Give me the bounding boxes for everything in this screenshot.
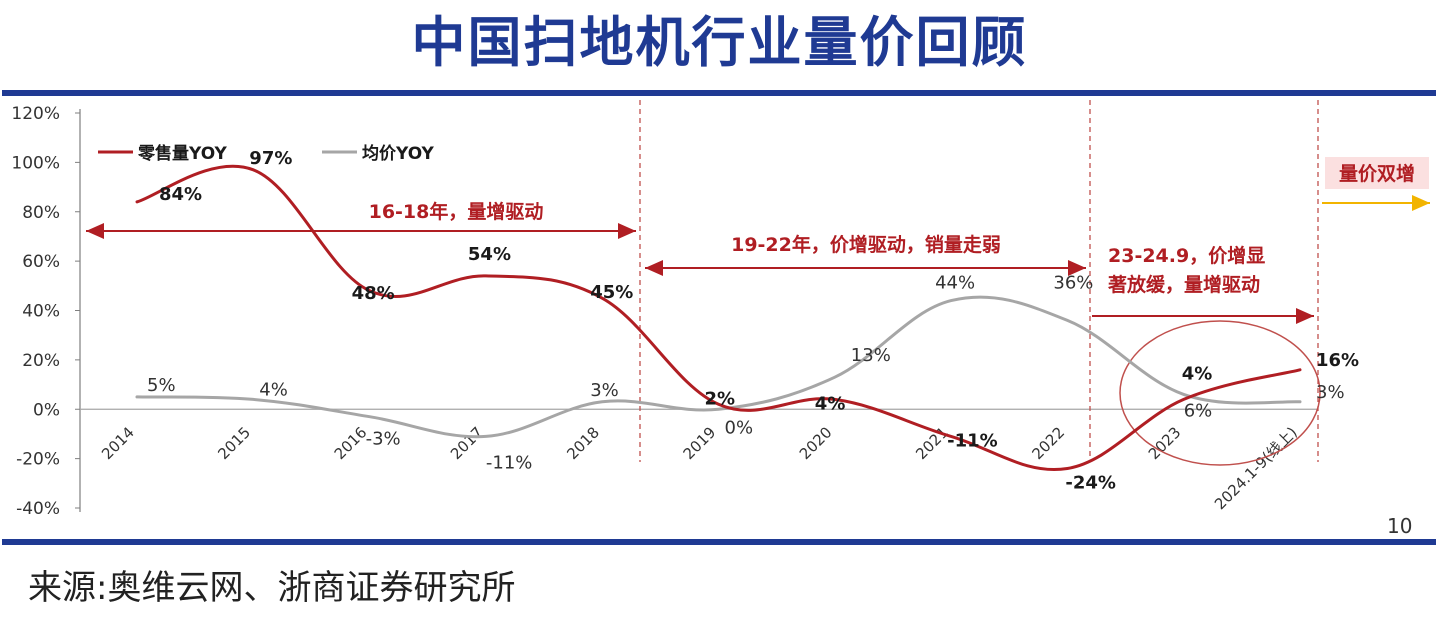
- y-tick-label: 20%: [22, 351, 60, 371]
- x-tick-label: 2017: [447, 423, 487, 463]
- avg-price-data-label: 44%: [935, 273, 975, 294]
- y-tick-label: 0%: [33, 400, 60, 420]
- retail-volume-data-label: 4%: [815, 393, 846, 414]
- avg-price-data-label: 36%: [1053, 272, 1093, 293]
- avg-price-data-label: 0%: [725, 417, 754, 438]
- retail-volume-data-label: 48%: [352, 283, 395, 304]
- avg-price-data-label: 5%: [147, 375, 176, 396]
- avg-price-data-label: -3%: [366, 429, 401, 450]
- y-tick-label: -20%: [16, 450, 60, 470]
- chart: 120% 100% 80% 60% 40% 20% 0% -20% -40% 2014 2015 20…: [11, 100, 1430, 519]
- data-labels: 84% 97% 48% 54% 45% 2% 4% -11% -24% 4% 16% 5% 4% -3% -…: [147, 148, 1359, 494]
- x-tick-label: 2023: [1145, 423, 1185, 463]
- series-lines: [135, 164, 1302, 472]
- y-tick-label: -40%: [16, 499, 60, 519]
- source-note: 来源:奥维云网、浙商证券研究所: [28, 568, 516, 608]
- series-retail-volume-line: [135, 164, 1302, 472]
- x-tick-label: 2014: [98, 423, 138, 463]
- x-tick-label: 2018: [563, 423, 603, 463]
- y-tick-label: 80%: [22, 203, 60, 223]
- page-title: 中国扫地机行业量价回顾: [411, 11, 1028, 74]
- avg-price-data-label: 3%: [1316, 382, 1345, 403]
- y-tick-label: 40%: [22, 302, 60, 322]
- x-tick-label: 2024.1-9(线上): [1211, 423, 1301, 513]
- avg-price-data-label: 4%: [259, 379, 288, 400]
- y-tick-label: 120%: [11, 104, 60, 124]
- x-tick-label: 2016: [331, 423, 371, 463]
- avg-price-data-label: 3%: [590, 380, 619, 401]
- retail-volume-data-label: 4%: [1182, 363, 1213, 384]
- footer-divider: [2, 539, 1436, 545]
- legend: 零售量YOY 均价YOY: [98, 143, 435, 164]
- retail-volume-data-label: 16%: [1316, 350, 1359, 371]
- phase4-tag-background: [1325, 157, 1429, 189]
- x-tick-label: 2020: [796, 423, 836, 463]
- phase2-label: 19-22年，价增驱动，销量走弱: [731, 233, 1001, 256]
- page-number: 10: [1387, 514, 1413, 538]
- x-tick-label: 2015: [214, 423, 254, 463]
- phase-annotations: 16-18年，量增驱动 19-22年，价增驱动，销量走弱 23-24.9，价增显著放…: [86, 100, 1430, 466]
- retail-volume-data-label: 97%: [249, 148, 292, 169]
- x-tick-label: 2022: [1028, 423, 1068, 463]
- title-divider: [2, 90, 1436, 96]
- y-tick-label: 60%: [22, 252, 60, 272]
- legend-label-retail-volume: 零售量YOY: [137, 143, 228, 164]
- avg-price-data-label: -11%: [486, 452, 533, 473]
- retail-volume-data-label: -11%: [947, 430, 998, 451]
- retail-volume-data-label: -24%: [1065, 473, 1116, 494]
- retail-volume-data-label: 45%: [590, 282, 633, 303]
- retail-volume-data-label: 2%: [705, 388, 736, 409]
- phase1-label: 16-18年，量增驱动: [369, 200, 544, 223]
- phase4-label: 量价双增: [1339, 162, 1415, 185]
- y-tick-label: 100%: [11, 153, 60, 173]
- avg-price-data-label: 13%: [851, 345, 891, 366]
- axis-layer: 120% 100% 80% 60% 40% 20% 0% -20% -40% 2014 2015 20…: [11, 104, 1318, 519]
- x-tick-label: 2019: [680, 423, 720, 463]
- phase3-label-line2: 著放缓，量增驱动: [1108, 273, 1260, 296]
- avg-price-data-label: 6%: [1184, 400, 1213, 421]
- retail-volume-data-label: 84%: [159, 184, 202, 205]
- legend-label-avg-price: 均价YOY: [362, 143, 435, 164]
- highlight-ellipse: [1119, 320, 1321, 466]
- phase3-label-line1: 23-24.9，价增显: [1108, 244, 1265, 267]
- retail-volume-data-label: 54%: [468, 244, 511, 265]
